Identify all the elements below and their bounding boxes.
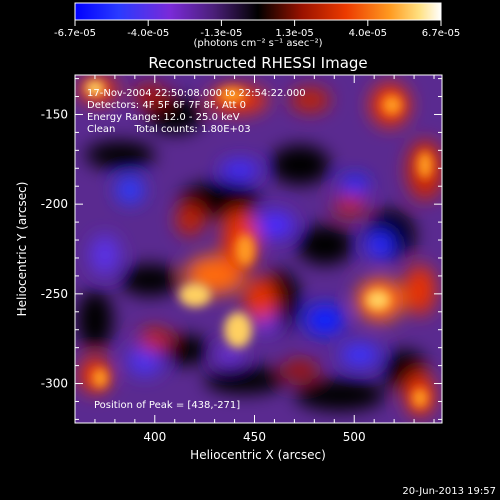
- x-tick-label: 500: [343, 430, 366, 444]
- plot-frame: [74, 74, 443, 424]
- y-axis: -150 -200 -250 -300: [41, 78, 442, 420]
- y-tick-label: -300: [41, 377, 68, 391]
- info-clean-counts: Clean Total counts: 1.80E+03: [87, 124, 251, 135]
- peak-position-label: Position of Peak = [438,-271]: [94, 400, 240, 411]
- info-detectors: Detectors: 4F 5F 6F 7F 8F, Att 0: [87, 100, 246, 111]
- y-axis-label: Heliocentric Y (arcsec): [15, 182, 29, 317]
- x-axis: 400 450 500: [94, 75, 435, 444]
- footer-date: 20-Jun-2013 19:57: [402, 486, 496, 497]
- colorbar-tick-labels: -6.7e-05 -4.0e-05 -1.3e-05 1.3e-05 4.0e-05 6.…: [54, 28, 460, 39]
- colorbar-tick-label: 4.0e-05: [349, 28, 387, 39]
- colorbar-ticks: [74, 20, 442, 26]
- colorbar-tick-label: -4.0e-05: [127, 28, 169, 39]
- info-energy-range: Energy Range: 12.0 - 25.0 keV: [87, 112, 240, 123]
- info-overlay: 17-Nov-2004 22:50:08.000 to 22:54:22.000…: [87, 88, 306, 411]
- x-axis-label: Heliocentric X (arcsec): [190, 448, 326, 462]
- colorbar-tick-label: -6.7e-05: [54, 28, 96, 39]
- y-tick-label: -200: [41, 197, 68, 211]
- colorbar: -6.7e-05 -4.0e-05 -1.3e-05 1.3e-05 4.0e-05 6.…: [54, 2, 460, 49]
- colorbar-tick-label: 1.3e-05: [275, 28, 313, 39]
- y-tick-label: -250: [41, 287, 68, 301]
- plot-title: Reconstructed RHESSI Image: [148, 54, 367, 72]
- colorbar-tick-label: 6.7e-05: [422, 28, 460, 39]
- colorbar-gradient: [74, 2, 442, 21]
- colorbar-tick-label: -1.3e-05: [200, 28, 242, 39]
- x-tick-label: 400: [143, 430, 166, 444]
- rhessi-image-map: [75, 75, 442, 423]
- y-tick-label: -150: [41, 107, 68, 121]
- x-tick-label: 450: [243, 430, 266, 444]
- colorbar-units-label: (photons cm⁻² s⁻¹ asec⁻²): [193, 38, 322, 49]
- info-time-range: 17-Nov-2004 22:50:08.000 to 22:54:22.000: [87, 88, 306, 99]
